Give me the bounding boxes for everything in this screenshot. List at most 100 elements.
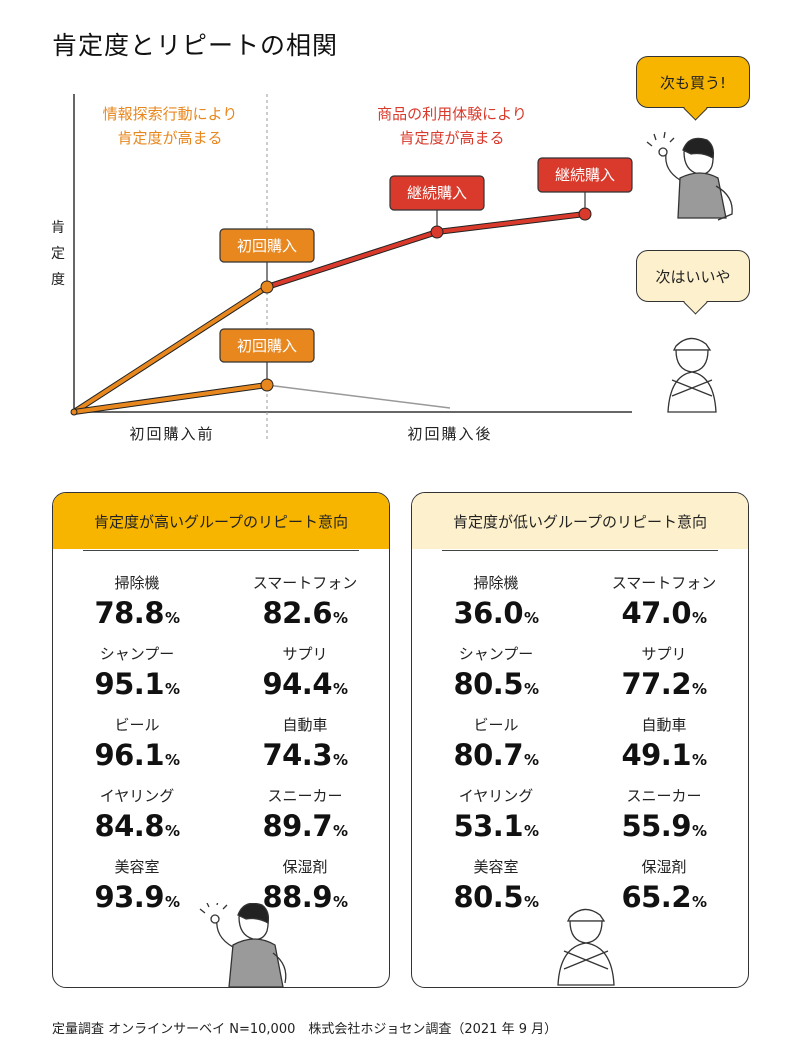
callout-continued-2: 継続購入 [537, 157, 633, 193]
high-affirmation-panel: 肯定度が高いグループのリピート意向 掃除機 78.8% スマートフォン 82.6% … [52, 492, 390, 988]
percentage-value: 47.0% [621, 596, 707, 630]
high-series-red-segment [266, 211, 586, 290]
percentage-value: 80.5% [453, 880, 539, 914]
category-label: シャンプー [99, 645, 175, 663]
repeat-intent-grid: 掃除機 78.8% スマートフォン 82.6% シャンプー 95.1% サプリ 94.4… [53, 573, 389, 917]
category-label: 美容室 [114, 858, 160, 876]
low-affirmation-panel: 肯定度が低いグループのリピート意向 掃除機 36.0% スマートフォン 47.0% … [411, 492, 749, 988]
category-label: ビール [114, 716, 160, 734]
svg-text:初回購入: 初回購入 [237, 337, 297, 355]
percentage-value: 94.4% [262, 667, 348, 701]
y-axis-label-2: 定 [51, 246, 65, 262]
callout-first-purchase-high: 初回購入 [219, 228, 315, 263]
satisfied-customer-illustration [646, 131, 733, 221]
percentage-value: 65.2% [621, 880, 707, 914]
percentage-value: 74.3% [262, 738, 348, 772]
category-label: 自動車 [641, 716, 687, 734]
category-label: スニーカー [267, 787, 343, 805]
callout-continued-1: 継続購入 [389, 175, 485, 211]
dissatisfied-customer-small-illustration [557, 908, 615, 986]
phase-label-left-1: 情報探索行動により [103, 105, 238, 123]
percentage-value: 36.0% [453, 596, 539, 630]
category-label: 掃除機 [114, 574, 160, 592]
speech-bubble-buy-again: 次も買う! [636, 56, 750, 121]
percentage-value: 49.1% [621, 738, 707, 772]
stat-item: 掃除機 78.8% [53, 573, 221, 633]
stat-item: シャンプー 80.5% [412, 644, 580, 704]
svg-text:継続購入: 継続購入 [555, 166, 615, 184]
repeat-intent-grid: 掃除機 36.0% スマートフォン 47.0% シャンプー 80.5% サプリ 77.2… [412, 573, 748, 917]
percentage-value: 53.1% [453, 809, 539, 843]
panel-heading: 肯定度が低いグループのリピート意向 [412, 493, 748, 549]
line-chart: 肯 定 度 初回購入前 初回購入後 情報探索行動により 肯定度が高まる 商品の利… [51, 94, 733, 443]
phase-label-left-2: 肯定度が高まる [117, 129, 222, 147]
stat-item: 美容室 80.5% [412, 857, 580, 917]
percentage-value: 77.2% [621, 667, 707, 701]
category-label: 保湿剤 [641, 858, 687, 876]
x-tick-before: 初回購入前 [129, 425, 214, 443]
category-label: スマートフォン [252, 574, 358, 592]
y-axis-label-1: 肯 [51, 220, 65, 236]
stat-item: スニーカー 55.9% [580, 786, 748, 846]
high-series-orange-segment-fill [72, 285, 269, 414]
callout-first-purchase-low: 初回購入 [219, 328, 315, 363]
stat-item: サプリ 94.4% [221, 644, 389, 704]
phase-label-right-2: 肯定度が高まる [399, 129, 504, 147]
stat-item: ビール 80.7% [412, 715, 580, 775]
stat-item: スニーカー 89.7% [221, 786, 389, 846]
source-note: 定量調査 オンラインサーベイ N=10,000 株式会社ホジョセン調査（2021… [52, 1022, 558, 1037]
page-title: 肯定度とリピートの相関 [52, 31, 339, 60]
low-series-gray-segment [266, 384, 451, 409]
stat-item: 掃除機 36.0% [412, 573, 580, 633]
svg-text:継続購入: 継続購入 [407, 184, 467, 202]
point-high-first [260, 280, 274, 294]
percentage-value: 80.7% [453, 738, 539, 772]
point-high-continued-2 [578, 207, 592, 221]
stat-item: イヤリング 53.1% [412, 786, 580, 846]
stat-item: イヤリング 84.8% [53, 786, 221, 846]
percentage-value: 80.5% [453, 667, 539, 701]
percentage-value: 84.8% [94, 809, 180, 843]
category-label: ビール [473, 716, 519, 734]
category-label: イヤリング [99, 787, 175, 805]
stat-item: 保湿剤 88.9% [221, 857, 389, 917]
percentage-value: 88.9% [262, 880, 348, 914]
percentage-value: 95.1% [94, 667, 180, 701]
percentage-value: 96.1% [94, 738, 180, 772]
high-series-red-segment-fill [266, 212, 586, 289]
stat-item: シャンプー 95.1% [53, 644, 221, 704]
stat-item: スマートフォン 82.6% [221, 573, 389, 633]
category-label: 自動車 [282, 716, 328, 734]
category-label: 美容室 [473, 858, 519, 876]
stat-item: サプリ 77.2% [580, 644, 748, 704]
category-label: サプリ [282, 645, 328, 663]
category-label: シャンプー [458, 645, 534, 663]
point-low-first [260, 378, 274, 392]
category-label: 保湿剤 [282, 858, 328, 876]
stat-item: 自動車 74.3% [221, 715, 389, 775]
category-label: 掃除機 [473, 574, 519, 592]
percentage-value: 55.9% [621, 809, 707, 843]
svg-text:初回購入: 初回購入 [237, 237, 297, 255]
category-label: スニーカー [626, 787, 702, 805]
low-series-orange-segment-fill [72, 383, 269, 414]
stat-item: スマートフォン 47.0% [580, 573, 748, 633]
x-tick-after: 初回購入後 [407, 425, 492, 443]
percentage-value: 93.9% [94, 880, 180, 914]
stat-item: 保湿剤 65.2% [580, 857, 748, 917]
dissatisfied-customer-illustration [667, 337, 717, 413]
stat-item: 自動車 49.1% [580, 715, 748, 775]
y-axis-label-3: 度 [51, 272, 65, 288]
category-label: スマートフォン [611, 574, 717, 592]
phase-label-right-1: 商品の利用体験により [377, 105, 527, 123]
satisfied-customer-small-illustration [199, 903, 287, 987]
percentage-value: 82.6% [262, 596, 348, 630]
panel-heading: 肯定度が高いグループのリピート意向 [53, 493, 389, 549]
category-label: サプリ [641, 645, 687, 663]
point-start [70, 408, 78, 416]
speech-bubble-not-again: 次はいいや [636, 250, 750, 315]
stat-item: 美容室 93.9% [53, 857, 221, 917]
category-label: イヤリング [458, 787, 534, 805]
stat-item: ビール 96.1% [53, 715, 221, 775]
percentage-value: 78.8% [94, 596, 180, 630]
